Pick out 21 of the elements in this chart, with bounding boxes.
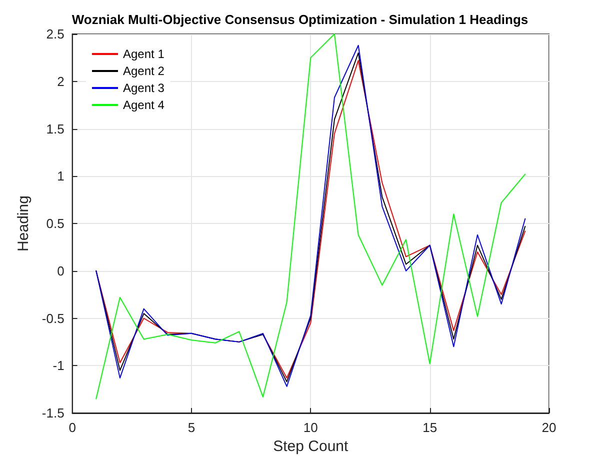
x-axis-title: Step Count [273, 438, 350, 455]
y-tick-label: 1.5 [46, 121, 64, 136]
y-tick-label: 1 [57, 168, 64, 184]
y-tick-label: -0.5 [42, 310, 64, 326]
y-tick-label: 0.5 [46, 216, 64, 231]
x-tick-label: 15 [422, 420, 438, 435]
x-tick-label: 10 [303, 420, 318, 435]
y-tick-label: 2.5 [46, 26, 64, 42]
y-tick-label: -1.5 [42, 406, 64, 420]
y-axis-title: Heading [15, 196, 32, 252]
y-tick-label: 2 [57, 74, 64, 89]
legend-label: Agent 1 [123, 47, 165, 61]
x-tick-label: 20 [542, 420, 556, 435]
legend-label: Agent 4 [123, 98, 165, 112]
y-tick-label: 0 [57, 263, 64, 278]
chart-title: Wozniak Multi-Objective Consensus Optimization - Simulation 1 Headings [72, 12, 528, 27]
legend-label: Agent 3 [123, 81, 165, 95]
legend-label: Agent 2 [123, 64, 165, 78]
x-tick-label: 5 [188, 420, 196, 435]
x-tick-label: 0 [68, 420, 76, 435]
y-tick-label: -1 [52, 358, 64, 374]
